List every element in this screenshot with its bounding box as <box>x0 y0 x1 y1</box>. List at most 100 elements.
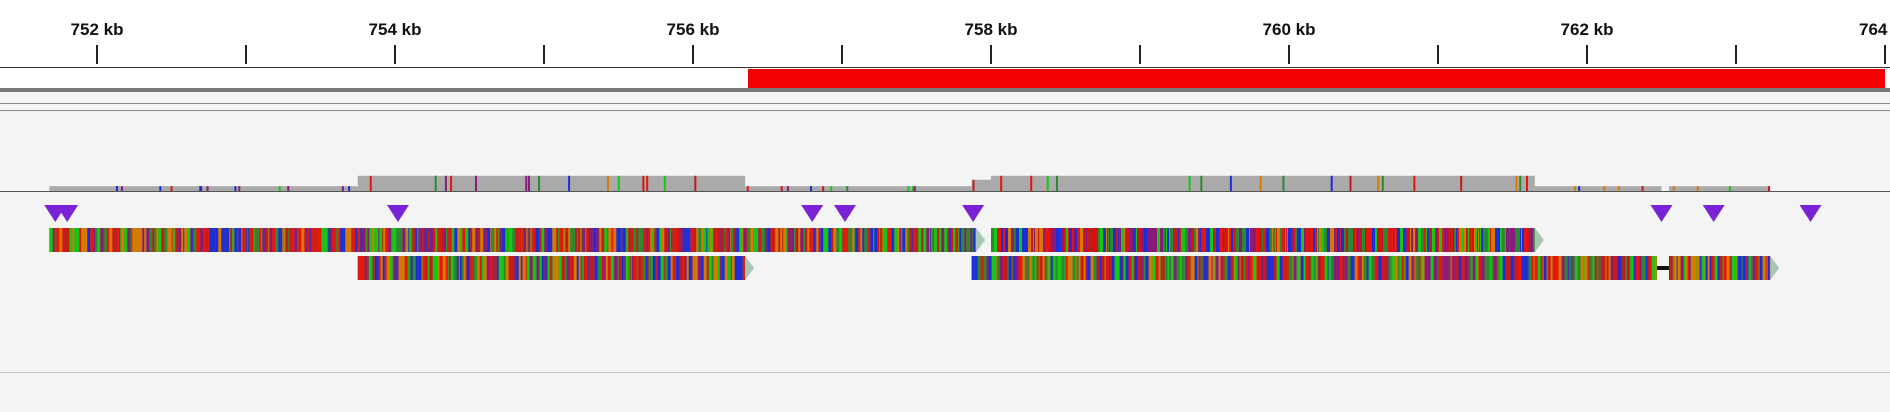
read-mismatch <box>1617 256 1621 280</box>
insertion-marker[interactable] <box>962 205 985 222</box>
read-mismatch <box>1489 256 1492 280</box>
read-mismatch <box>1177 256 1180 280</box>
read-mismatch <box>1255 256 1257 280</box>
region-of-interest-highlight[interactable] <box>748 69 1885 88</box>
read-mismatch <box>1502 228 1505 252</box>
read-mismatch <box>1179 228 1181 252</box>
read-mismatch <box>1394 256 1398 280</box>
read-mismatch <box>1690 256 1694 280</box>
insertion-marker[interactable] <box>833 205 856 222</box>
read-mismatch <box>184 228 188 252</box>
alignment-read[interactable] <box>357 256 755 280</box>
read-mismatch <box>948 228 950 252</box>
read-mismatch <box>142 228 145 252</box>
read-mismatch <box>1448 256 1450 280</box>
insertion-marker[interactable] <box>56 205 79 222</box>
alignment-read[interactable] <box>971 256 1780 280</box>
read-mismatch <box>1451 228 1453 252</box>
read-mismatch <box>565 228 569 252</box>
read-mismatch <box>1201 228 1203 252</box>
read-mismatch <box>1583 256 1585 280</box>
read-mismatch <box>1687 256 1690 280</box>
insertion-marker[interactable] <box>801 205 824 222</box>
genomic-ruler[interactable]: 752 kb 754 kb 756 kb 758 kb 760 kb 762 k… <box>0 0 1890 68</box>
read-mismatch <box>1357 256 1361 280</box>
read-mismatch <box>1411 256 1413 280</box>
coverage-bar[interactable] <box>1668 186 1771 191</box>
ruler-major-tick <box>1586 45 1588 64</box>
read-mismatch <box>458 256 460 280</box>
read-mismatch <box>994 228 997 252</box>
read-mismatch <box>1185 228 1188 252</box>
read-mismatch <box>484 228 488 252</box>
read-mismatch <box>1424 256 1428 280</box>
read-mismatch <box>663 256 665 280</box>
coverage-mismatch <box>1515 175 1518 191</box>
region-of-interest-bar[interactable] <box>0 68 1890 88</box>
read-mismatch <box>1474 228 1475 252</box>
coverage-mismatch <box>1330 175 1333 191</box>
insertion-marker[interactable] <box>386 205 409 222</box>
read-mismatch <box>624 256 626 280</box>
read-mismatch <box>788 228 790 252</box>
read-mismatch <box>1176 256 1178 280</box>
read-mismatch <box>1321 228 1324 252</box>
read-mismatch <box>56 228 60 252</box>
read-mismatch <box>1584 256 1588 280</box>
read-mismatch <box>451 228 453 252</box>
read-mismatch <box>1253 228 1254 252</box>
coverage-bar[interactable] <box>49 186 358 191</box>
coverage-mismatch <box>786 186 789 191</box>
read-mismatch <box>64 228 67 252</box>
read-mismatch <box>1285 228 1286 252</box>
read-mismatch <box>530 228 532 252</box>
read-mismatch <box>161 228 165 252</box>
coverage-bar[interactable] <box>745 186 972 191</box>
coverage-bar[interactable] <box>991 175 1535 191</box>
read-mismatch <box>1359 228 1362 252</box>
read-mismatch <box>1564 256 1568 280</box>
read-mismatch <box>934 228 937 252</box>
read-mismatch <box>1400 256 1402 280</box>
read-mismatch <box>1344 228 1346 252</box>
read-mismatch <box>285 228 289 252</box>
read-mismatch <box>867 228 869 252</box>
read-mismatch <box>1087 256 1091 280</box>
read-mismatch <box>1363 256 1367 280</box>
coverage-bar[interactable] <box>1534 186 1662 191</box>
read-mismatch <box>959 228 962 252</box>
read-mismatch <box>79 228 82 252</box>
coverage-bar[interactable] <box>971 179 991 191</box>
read-mismatch <box>1722 256 1724 280</box>
read-mismatch <box>1330 256 1332 280</box>
alignment-read[interactable] <box>49 228 986 252</box>
insertion-marker[interactable] <box>1799 205 1822 222</box>
read-mismatch <box>440 228 444 252</box>
coverage-bar[interactable] <box>357 175 746 191</box>
read-mismatch <box>1291 256 1293 280</box>
read-mismatch <box>212 228 216 252</box>
read-mismatch <box>1480 228 1481 252</box>
insertion-marker[interactable] <box>1702 205 1725 222</box>
read-mismatch <box>1558 256 1562 280</box>
read-mismatch <box>1163 228 1165 252</box>
read-mismatch <box>1215 228 1216 252</box>
read-mismatch <box>238 228 242 252</box>
read-mismatch <box>305 228 308 252</box>
insertion-marker[interactable] <box>1650 205 1673 222</box>
read-mismatch <box>1090 228 1093 252</box>
read-mismatch <box>1524 256 1528 280</box>
read-mismatch <box>868 228 871 252</box>
read-mismatch <box>435 256 438 280</box>
read-mismatch <box>617 256 619 280</box>
alignment-read[interactable] <box>991 228 1544 252</box>
read-mismatch <box>818 228 821 252</box>
read-mismatch <box>1230 256 1233 280</box>
read-mismatch <box>552 256 555 280</box>
read-mismatch <box>1742 256 1746 280</box>
read-mismatch <box>1119 228 1120 252</box>
coverage-mismatch <box>170 186 173 191</box>
